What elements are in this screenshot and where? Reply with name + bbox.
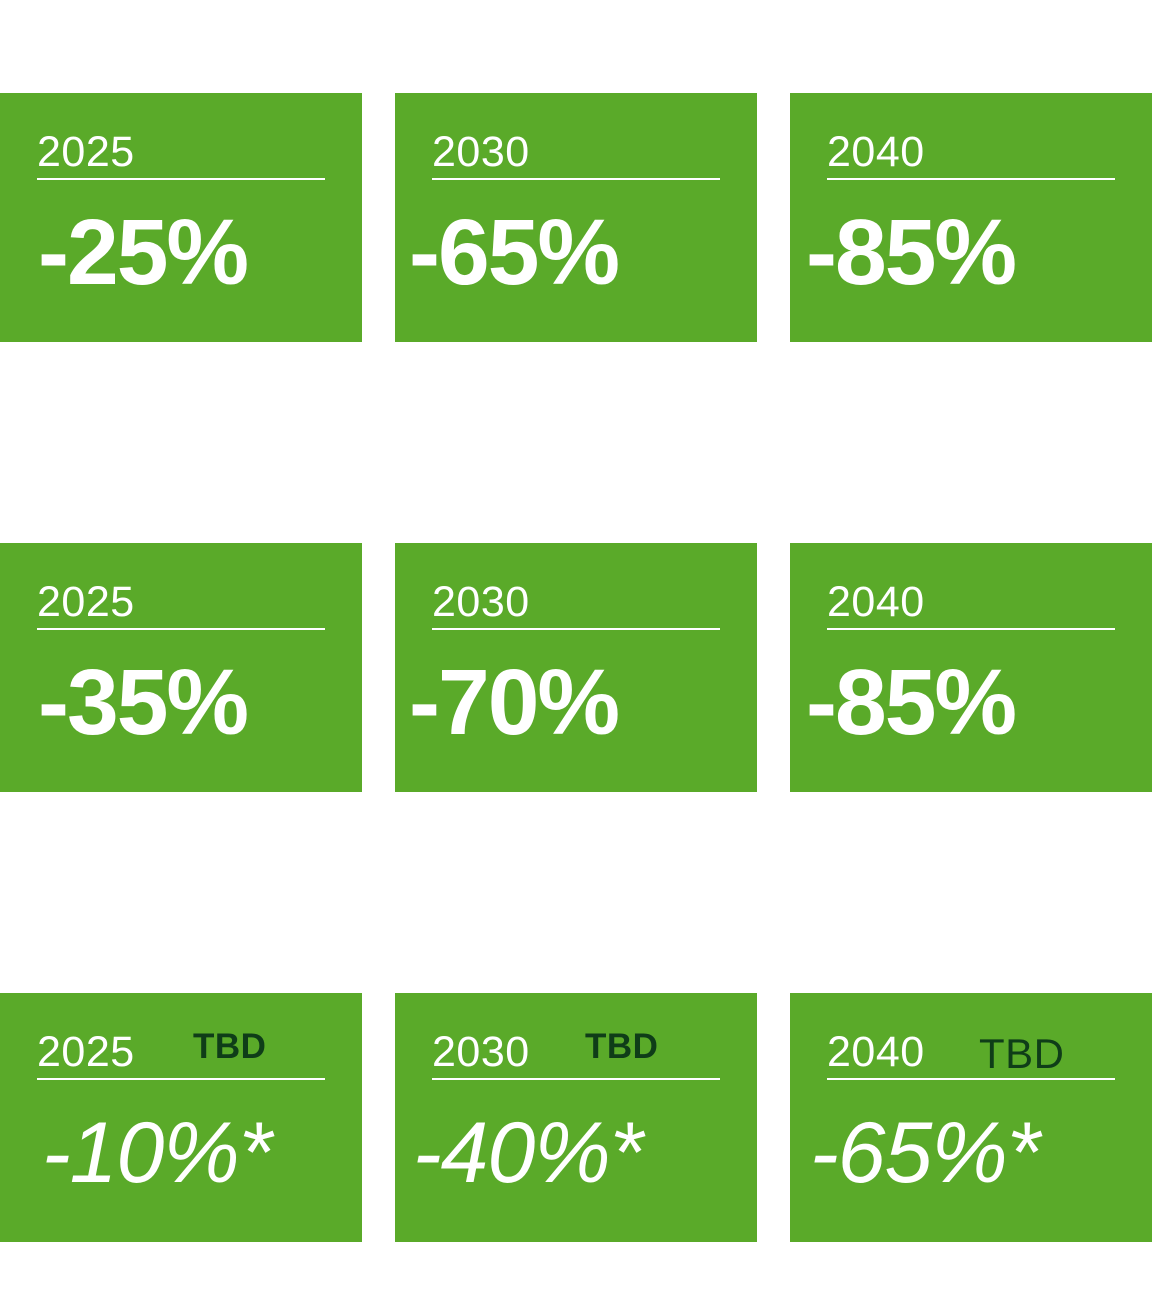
reduction-value: -85% [806,650,1017,754]
card-header: 2030 [432,127,720,180]
card-header: 2040 [827,127,1115,180]
reduction-value: -10%* [42,1105,272,1201]
year-label: 2025 [37,128,135,176]
tbd-label: TBD [979,1030,1065,1077]
reduction-value: -35% [38,650,249,754]
tbd-label: TBD [193,1027,267,1066]
reduction-value: -65% [409,200,620,304]
year-label: 2030 [432,578,530,626]
card-header: 2030 [432,577,720,630]
card-header: 2030 TBD [432,1027,720,1080]
reduction-value: -70% [409,650,620,754]
year-label: 2025 [37,1028,135,1076]
reduction-value: -65%* [810,1105,1040,1201]
card-header: 2025 [37,577,325,630]
card-header: 2025 [37,127,325,180]
target-card-row1-2040: 2040 -85% [790,93,1152,342]
year-label: 2030 [432,1028,530,1076]
year-label: 2040 [827,1028,925,1076]
year-label: 2040 [827,578,925,626]
reduction-value: -25% [38,200,249,304]
target-card-row2-2040: 2040 -85% [790,543,1152,792]
target-card-row3-2025: 2025 TBD -10%* [0,993,362,1242]
target-card-row3-2030: 2030 TBD -40%* [395,993,757,1242]
target-card-row1-2030: 2030 -65% [395,93,757,342]
card-header: 2040 [827,577,1115,630]
reduction-value: -85% [806,200,1017,304]
reduction-value: -40%* [413,1105,643,1201]
year-label: 2025 [37,578,135,626]
target-card-row2-2030: 2030 -70% [395,543,757,792]
card-header: 2025 TBD [37,1027,325,1080]
card-header: 2040 TBD [827,1027,1115,1080]
year-label: 2040 [827,128,925,176]
target-card-row2-2025: 2025 -35% [0,543,362,792]
year-label: 2030 [432,128,530,176]
target-card-row3-2040: 2040 TBD -65%* [790,993,1152,1242]
target-card-row1-2025: 2025 -25% [0,93,362,342]
tbd-label: TBD [585,1027,659,1066]
